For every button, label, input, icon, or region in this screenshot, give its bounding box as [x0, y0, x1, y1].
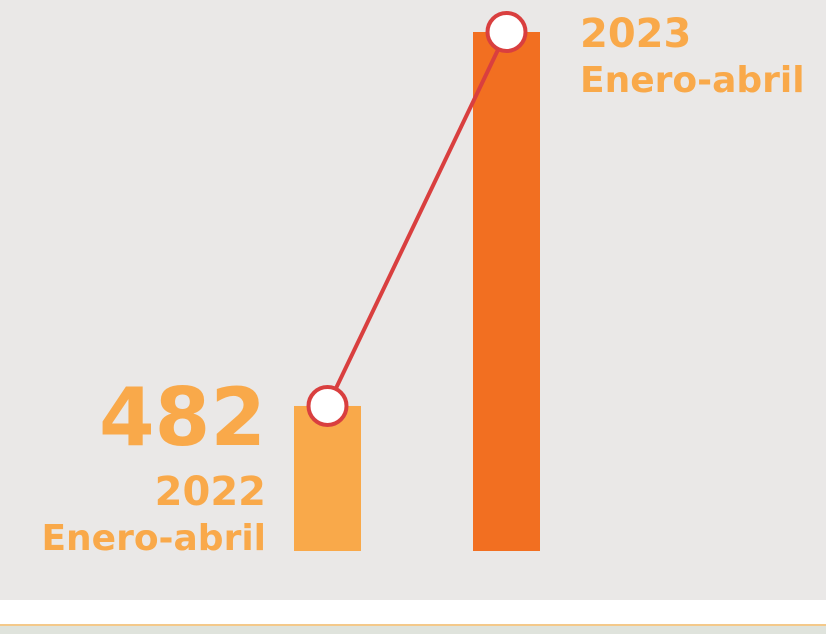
footer-band [0, 626, 826, 634]
trend-line [325, 31, 509, 407]
footer-strip [0, 600, 826, 624]
period-label: Enero-abril [41, 518, 266, 559]
marks [294, 11, 540, 551]
category-label: 2023 [580, 11, 691, 57]
footer-rule [0, 624, 826, 626]
point [306, 384, 349, 427]
category-label: 2022 [155, 469, 266, 515]
background [0, 0, 826, 600]
point [485, 11, 528, 53]
value-label: 482 [99, 371, 266, 464]
bar [473, 32, 540, 551]
period-label: Enero-abril [580, 60, 805, 101]
bar [294, 405, 361, 551]
